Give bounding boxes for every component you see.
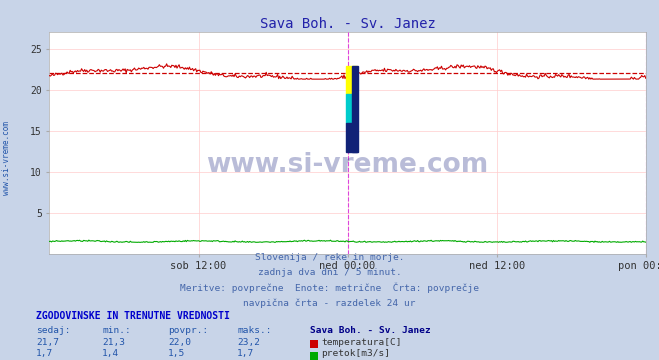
Text: 22,0: 22,0 (168, 338, 191, 347)
Text: 21,3: 21,3 (102, 338, 125, 347)
Bar (346, 94, 357, 123)
Text: pretok[m3/s]: pretok[m3/s] (322, 350, 391, 359)
Text: navpična črta - razdelek 24 ur: navpična črta - razdelek 24 ur (243, 299, 416, 309)
Text: maks.:: maks.: (237, 326, 272, 335)
Bar (346, 66, 357, 94)
Text: 1,7: 1,7 (36, 350, 53, 359)
Text: sedaj:: sedaj: (36, 326, 71, 335)
Bar (353, 66, 358, 152)
Bar (346, 123, 357, 152)
Text: 1,4: 1,4 (102, 350, 119, 359)
Text: www.si-vreme.com: www.si-vreme.com (206, 152, 489, 178)
Text: Slovenija / reke in morje.: Slovenija / reke in morje. (255, 253, 404, 262)
Text: ZGODOVINSKE IN TRENUTNE VREDNOSTI: ZGODOVINSKE IN TRENUTNE VREDNOSTI (36, 311, 230, 321)
Text: Sava Boh. - Sv. Janez: Sava Boh. - Sv. Janez (310, 326, 430, 335)
Text: 1,5: 1,5 (168, 350, 185, 359)
Text: 1,7: 1,7 (237, 350, 254, 359)
Title: Sava Boh. - Sv. Janez: Sava Boh. - Sv. Janez (260, 17, 436, 31)
Text: Meritve: povprečne  Enote: metrične  Črta: povprečje: Meritve: povprečne Enote: metrične Črta:… (180, 282, 479, 293)
Text: temperatura[C]: temperatura[C] (322, 338, 402, 347)
Text: 21,7: 21,7 (36, 338, 59, 347)
Text: 23,2: 23,2 (237, 338, 260, 347)
Text: zadnja dva dni / 5 minut.: zadnja dva dni / 5 minut. (258, 269, 401, 278)
Text: min.:: min.: (102, 326, 131, 335)
Text: www.si-vreme.com: www.si-vreme.com (2, 121, 11, 195)
Text: povpr.:: povpr.: (168, 326, 208, 335)
